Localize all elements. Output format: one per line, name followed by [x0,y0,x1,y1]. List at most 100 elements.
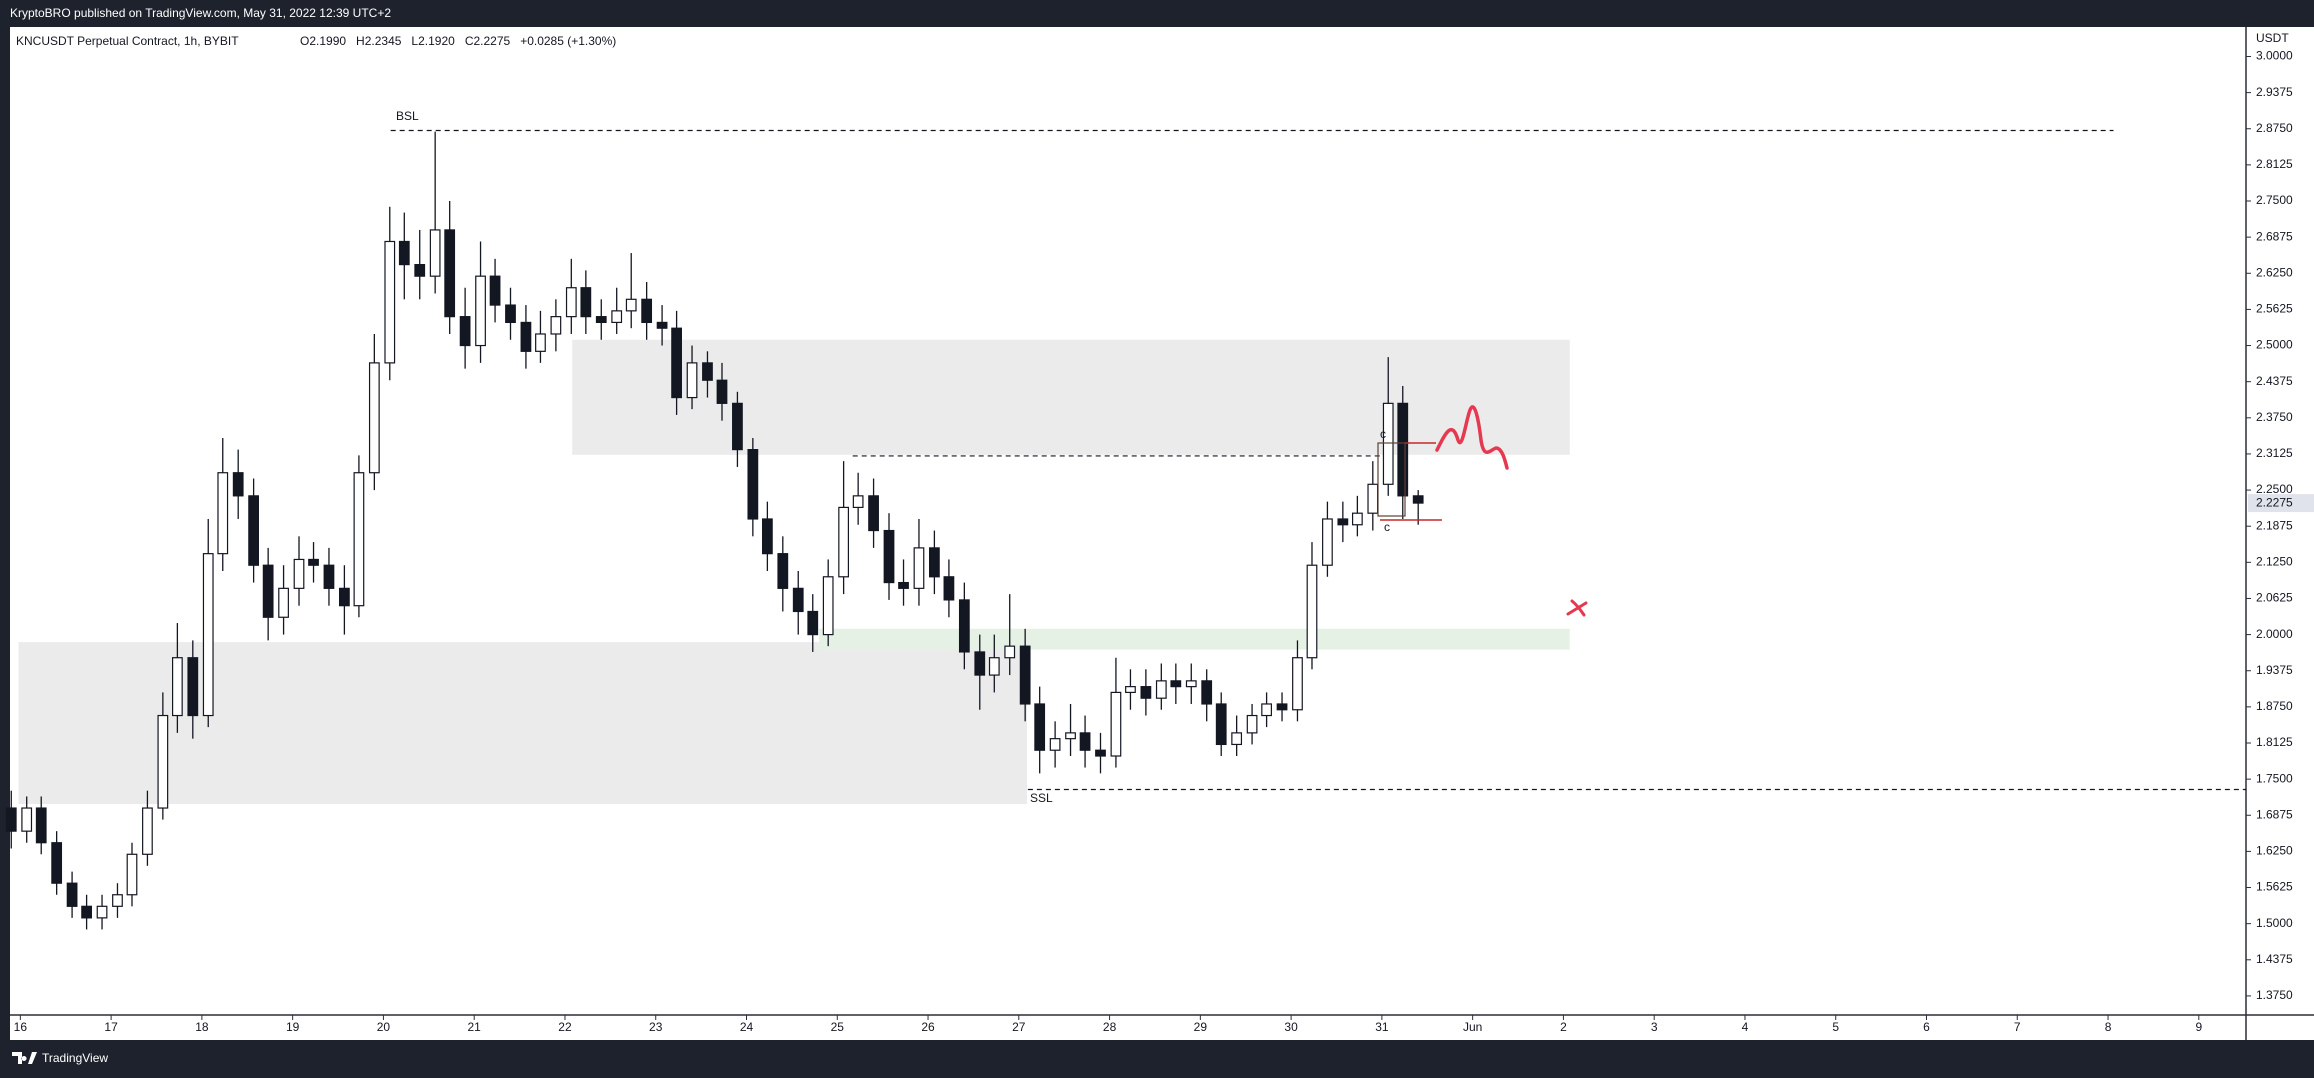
candle-body [943,576,955,601]
y-tick-label: 2.4375 [2256,374,2293,388]
candle-body [323,564,335,589]
candle-body [398,240,410,266]
candle-body [126,853,138,896]
candle-body [611,310,623,324]
candle-body [595,316,607,324]
candle-body [1170,680,1182,688]
candle-body [686,362,698,399]
candle-body [5,807,17,832]
candle-body [1065,732,1076,740]
y-tick-label: 2.8750 [2256,121,2293,135]
target-mark [1566,599,1588,617]
candle-body [777,553,789,589]
candle-body [66,882,78,907]
candle-body [1140,686,1152,699]
zone [18,642,1027,804]
y-tick-label: 2.6875 [2256,229,2293,243]
x-tick-label: Jun [1463,1020,1482,1034]
x-tick-label: 9 [2195,1020,2202,1034]
candle-body [1261,703,1272,717]
footer-bar [0,1040,2314,1078]
price-tag [2248,494,2314,513]
logo [12,1052,37,1064]
x-tick-label: 19 [286,1020,300,1034]
candle-body [339,587,350,607]
candle-body [308,558,319,566]
y-tick-label: 2.5625 [2256,302,2293,316]
candle-body [929,547,940,578]
candle-body [535,333,546,352]
candle-body [838,506,850,578]
candle-body [822,576,834,636]
candle-body [1231,732,1243,746]
y-tick-label: 2.7500 [2256,193,2293,207]
candle-body [368,362,380,474]
x-tick-label: 25 [831,1020,845,1034]
y-tick-label: 3.0000 [2256,49,2293,63]
candle-body [1337,518,1349,526]
y-tick-label: 1.8125 [2256,735,2293,749]
candle-body [1034,703,1046,751]
x-tick-label: 2 [1560,1020,1567,1034]
candle-body [248,495,260,566]
candle-body [1049,738,1061,751]
candle-body [641,298,653,324]
candle-body [112,894,123,907]
x-tick-label: 30 [1284,1020,1298,1034]
candle-body [142,807,153,855]
range-box [1377,442,1406,517]
candle-body [444,229,456,318]
candle-body [656,321,668,329]
candle-body [913,547,925,589]
price-tag-label: 2.2275 [2256,495,2293,509]
candle-body [702,362,713,381]
projection-scribble [1435,405,1509,470]
candle-body [761,518,773,555]
y-tick-label: 1.5000 [2256,916,2293,930]
candle-body [1125,686,1136,694]
x-tick-label: 17 [104,1020,118,1034]
candle-body [202,553,214,717]
c-label: c [1384,520,1390,534]
candle-body [1306,564,1318,659]
candle-body [974,651,986,676]
candle-body [1079,732,1091,751]
candle-body [293,558,305,589]
ohlc-legend: O2.1990 H2.2345 L2.1920 C2.2275 +0.0285 (+1.… [300,34,616,48]
candle-body [505,304,516,324]
x-tick-label: 5 [1832,1020,1839,1034]
candle-body [353,472,365,607]
x-tick-label: 6 [1923,1020,1930,1034]
candle-body [1095,749,1106,757]
candle-body [1185,680,1197,688]
y-tick-label: 2.0000 [2256,627,2293,641]
y-tick-label: 2.2500 [2256,482,2293,496]
candle-body [550,316,562,335]
levels [390,129,2246,791]
candle-body [262,564,274,618]
legend-item: L2.1920 [411,34,455,48]
candle-body [217,472,229,555]
candle-body [1322,518,1333,566]
y-tick-label: 2.0625 [2256,591,2293,605]
y-tick-label: 2.3125 [2256,446,2293,460]
legend-item: C2.2275 [465,34,511,48]
candle-body [51,842,63,884]
candle-body [1292,657,1303,711]
y-tick-label: 1.5625 [2256,880,2293,894]
y-tick-label: 1.6875 [2256,807,2293,821]
x-tick-label: 7 [2014,1020,2021,1034]
x-tick-label: 31 [1375,1020,1389,1034]
y-tick-label: 1.3750 [2256,988,2293,1002]
candle-body [792,587,804,613]
y-tick-label: 2.9375 [2256,85,2293,99]
candle-body [716,379,728,404]
c-label: c [1380,427,1386,441]
legend-item: +0.0285 (+1.30%) [520,34,616,48]
candle-body [21,807,33,832]
x-tick-label: 28 [1103,1020,1117,1034]
ssl-label: SSL [1030,791,1053,805]
candle-body [1246,714,1258,734]
